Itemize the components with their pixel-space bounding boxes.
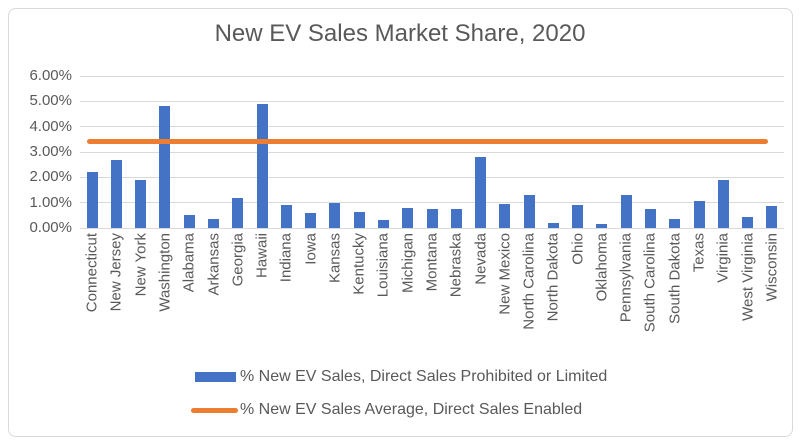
y-axis-label: 4.00% <box>29 117 72 135</box>
x-axis-label: Georgia <box>229 233 247 287</box>
bar-georgia <box>232 197 244 228</box>
x-axis-label: Oklahoma <box>593 233 611 302</box>
x-axis-label: Arkansas <box>205 233 223 296</box>
bar-south-carolina <box>644 209 656 228</box>
x-axis-label: Nebraska <box>447 233 465 298</box>
bar-pennsylvania <box>620 195 632 228</box>
x-axis-label: North Dakota <box>544 233 562 322</box>
x-axis-label: Louisiana <box>374 233 392 298</box>
line-series-label: % New EV Sales Average, Direct Sales Ena… <box>240 401 583 418</box>
y-axis-label: 0.00% <box>29 219 72 236</box>
bar-iowa <box>305 212 317 228</box>
bar-michigan <box>402 207 414 228</box>
bar-ohio <box>572 205 584 228</box>
bar-series-label: % New EV Sales, Direct Sales Prohibited … <box>240 368 608 385</box>
bar-new-jersey <box>110 159 122 228</box>
x-axis-label: Alabama <box>180 233 198 293</box>
x-axis-label: Ohio <box>569 233 587 265</box>
bar-texas <box>693 201 705 228</box>
legend-item-line-series: % New EV Sales Average, Direct Sales Ena… <box>189 399 607 421</box>
x-axis-label: Hawaii <box>253 233 271 279</box>
x-axis-label: Wisconsin <box>763 233 781 302</box>
x-axis-label: Kansas <box>326 233 344 284</box>
chart-title: New EV Sales Market Share, 2020 <box>214 20 586 47</box>
bar-washington <box>159 106 171 228</box>
bar-south-dakota <box>669 219 681 228</box>
bar-kansas <box>329 202 341 228</box>
y-axis-label: 5.00% <box>29 92 72 110</box>
x-axis-label: New Mexico <box>496 233 514 315</box>
x-axis-label: Virginia <box>714 233 732 283</box>
x-axis-label: Montana <box>423 233 441 292</box>
x-axis-label: New Jersey <box>107 233 125 312</box>
x-axis-label: Kentucky <box>350 233 368 295</box>
y-axis-label: 1.00% <box>29 193 72 211</box>
gridline-4pct <box>80 126 784 128</box>
gridline-1pct <box>80 202 784 204</box>
x-axis-label: West Virginia <box>739 233 757 321</box>
bar-hawaii <box>256 103 268 228</box>
x-axis-label: Iowa <box>302 233 320 265</box>
bar-series-swatch <box>195 372 236 382</box>
y-axis-label: 3.00% <box>29 143 72 160</box>
bar-north-dakota <box>547 222 559 228</box>
bar-oklahoma <box>596 224 608 228</box>
gridline-5pct <box>80 100 784 102</box>
bar-new-york <box>135 179 147 228</box>
x-axis-label: Pennsylvania <box>617 233 635 323</box>
x-axis-label: Connecticut <box>83 233 101 313</box>
x-axis-label: North Carolina <box>520 233 538 330</box>
bar-nebraska <box>450 209 462 228</box>
x-axis-label: Washington <box>156 233 174 312</box>
bar-new-mexico <box>499 203 511 228</box>
bar-west-virginia <box>742 216 754 228</box>
bar-north-carolina <box>523 195 535 228</box>
bar-connecticut <box>86 172 98 228</box>
x-axis-label: Michigan <box>399 233 417 294</box>
bar-nevada <box>475 157 487 228</box>
x-axis-label: Nevada <box>472 233 490 285</box>
gridline-6pct <box>80 75 784 77</box>
x-axis-label: South Carolina <box>641 233 659 333</box>
average-line <box>87 139 768 145</box>
bar-montana <box>426 209 438 228</box>
y-axis-label: 2.00% <box>29 168 72 186</box>
bar-alabama <box>183 215 195 228</box>
bar-louisiana <box>377 220 389 228</box>
x-axis-label: South Dakota <box>666 233 684 324</box>
bar-indiana <box>280 205 292 228</box>
bar-wisconsin <box>766 206 778 228</box>
gridline-2pct <box>80 176 784 178</box>
gridline-0pct <box>80 227 784 229</box>
x-axis-label: Indiana <box>277 233 295 283</box>
gridline-3pct <box>80 151 784 153</box>
chart-area-border <box>8 8 793 437</box>
y-axis-label: 6.00% <box>29 67 72 84</box>
line-series-swatch <box>191 407 238 413</box>
x-axis-label: Texas <box>690 233 708 273</box>
bar-kentucky <box>353 211 365 228</box>
legend: % New EV Sales, Direct Sales Prohibited … <box>189 366 607 421</box>
bar-arkansas <box>208 219 220 228</box>
x-axis-label: New York <box>132 233 150 297</box>
bar-virginia <box>717 179 729 228</box>
legend-item-bar-series: % New EV Sales, Direct Sales Prohibited … <box>189 366 607 388</box>
